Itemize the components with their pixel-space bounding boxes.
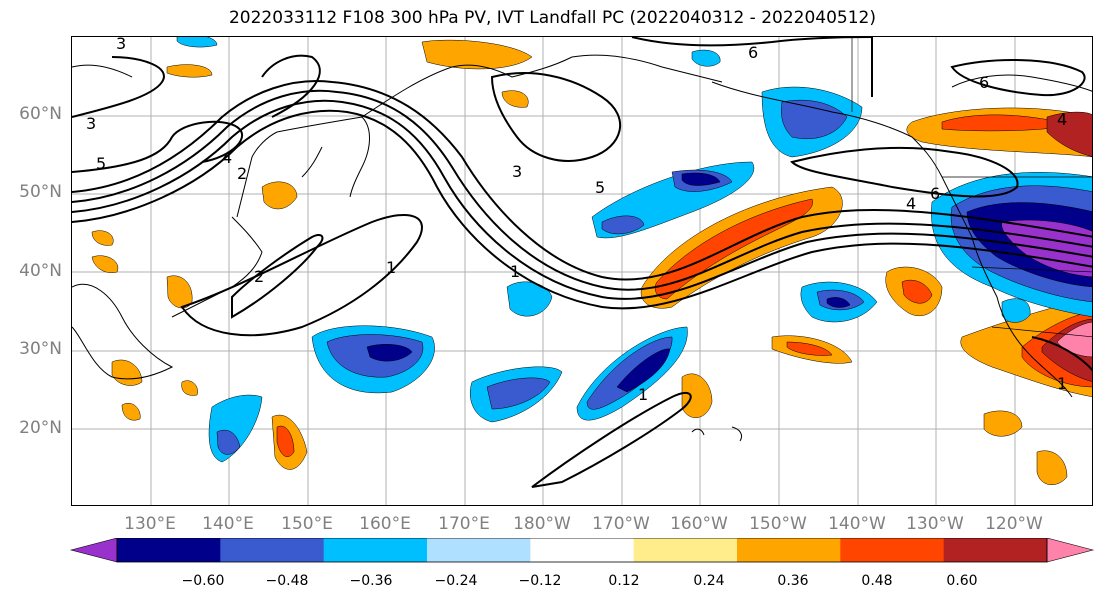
lon-label: 150°E <box>281 514 333 534</box>
lon-label: 150°W <box>749 514 807 534</box>
colorbar-tick: −0.24 <box>434 573 478 589</box>
lat-label: 60°N <box>19 104 62 124</box>
positive-anomalies <box>91 39 1092 485</box>
colorbar-extend-right <box>1046 538 1095 563</box>
lat-label: 30°N <box>19 339 62 359</box>
lon-label: 160°W <box>670 514 728 534</box>
contour-label: 2 <box>237 164 247 183</box>
lon-label: 180°W <box>513 514 571 534</box>
colorbar-segment <box>427 538 531 562</box>
colorbar-tick: −0.60 <box>181 573 225 589</box>
lon-label: 140°E <box>202 514 254 534</box>
coastlines <box>72 54 1092 442</box>
contour-label: 5 <box>96 154 106 173</box>
contour-label: 3 <box>86 114 96 133</box>
colorbar-tick: 0.60 <box>946 573 978 589</box>
negative-anomalies <box>176 37 1092 463</box>
lon-label: 170°E <box>438 514 490 534</box>
contour-labels: 3 3 5 4 2 1 2 3 5 1 6 6 4 6 1 1 4 <box>86 37 1067 404</box>
contour-label: 6 <box>979 73 989 92</box>
contour-label: 2 <box>254 267 264 286</box>
colorbar-segment <box>633 538 738 562</box>
contour-label: 6 <box>930 184 940 203</box>
lon-label: 130°W <box>906 514 964 534</box>
contour-label: 3 <box>512 162 522 181</box>
colorbar-tick: −0.48 <box>265 573 309 589</box>
colorbar-tick: 0.48 <box>861 573 893 589</box>
contour-label: 1 <box>638 385 648 404</box>
contour-label: 5 <box>595 178 605 197</box>
contour-label: 1 <box>510 262 520 281</box>
contour-label: 4 <box>906 194 916 213</box>
colorbar-segment <box>117 538 221 562</box>
map-svg: 3 3 5 4 2 1 2 3 5 1 6 6 4 6 1 1 4 <box>72 37 1092 505</box>
colorbar-extend-left <box>69 538 118 563</box>
contour-label: 1 <box>1057 374 1067 393</box>
colorbar-segment <box>220 538 325 562</box>
lat-label: 20°N <box>19 418 62 438</box>
colorbar <box>69 538 1095 563</box>
colorbar-segment <box>737 538 841 562</box>
colorbar-tick: 0.36 <box>777 573 809 589</box>
contour-label: 4 <box>1057 110 1067 129</box>
colorbar-tick: 0.12 <box>608 573 640 589</box>
colorbar-tick: −0.36 <box>349 573 393 589</box>
map-panel: 3 3 5 4 2 1 2 3 5 1 6 6 4 6 1 1 4 <box>71 36 1093 506</box>
pv-contours <box>72 37 1092 488</box>
colorbar-segment <box>530 538 635 562</box>
lon-label: 160°E <box>359 514 411 534</box>
contour-label: 4 <box>222 148 232 167</box>
colorbar-segment <box>840 538 945 562</box>
colorbar-segment <box>323 538 428 562</box>
colorbar-tick: −0.12 <box>518 573 562 589</box>
lon-label: 170°W <box>592 514 650 534</box>
colorbar-segment <box>943 538 1048 562</box>
lon-label: 140°W <box>828 514 886 534</box>
lat-label: 50°N <box>19 182 62 202</box>
contour-label: 3 <box>116 37 126 53</box>
contour-label: 1 <box>386 258 396 277</box>
borders <box>851 37 1092 338</box>
lon-label: 120°W <box>985 514 1043 534</box>
lon-label: 130°E <box>124 514 176 534</box>
lat-label: 40°N <box>19 261 62 281</box>
map-title: 2022033112 F108 300 hPa PV, IVT Landfall… <box>228 8 876 28</box>
contour-label: 6 <box>748 43 758 62</box>
colorbar-tick: 0.24 <box>693 573 725 589</box>
